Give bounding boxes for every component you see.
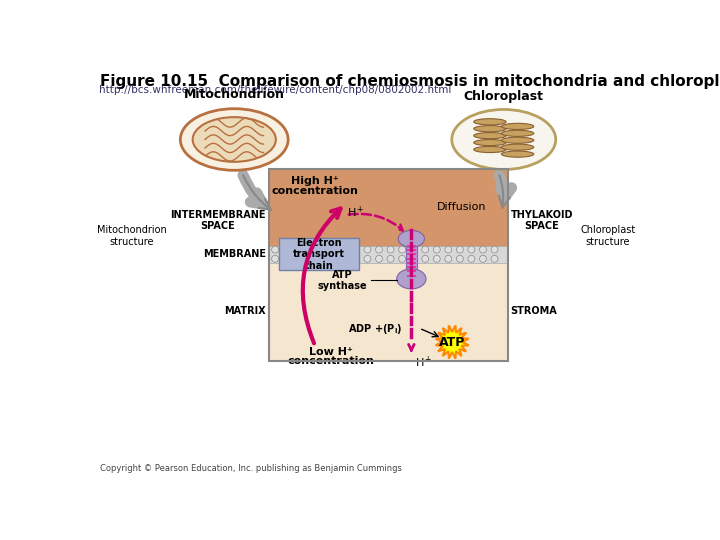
- Circle shape: [271, 246, 279, 253]
- Circle shape: [329, 246, 336, 253]
- Ellipse shape: [193, 117, 276, 162]
- Bar: [407, 253, 416, 255]
- Circle shape: [353, 246, 359, 253]
- Circle shape: [376, 255, 382, 262]
- Ellipse shape: [501, 137, 534, 143]
- Circle shape: [341, 246, 348, 253]
- Circle shape: [399, 255, 405, 262]
- Circle shape: [353, 255, 359, 262]
- Circle shape: [410, 255, 417, 262]
- Text: Diffusion: Diffusion: [437, 202, 486, 212]
- Circle shape: [433, 255, 440, 262]
- Circle shape: [329, 255, 336, 262]
- Circle shape: [283, 255, 290, 262]
- Circle shape: [456, 255, 464, 262]
- Text: MATRIX: MATRIX: [224, 306, 266, 316]
- Bar: [407, 266, 416, 268]
- Bar: [406, 241, 417, 278]
- Circle shape: [318, 246, 325, 253]
- Circle shape: [271, 255, 279, 262]
- Text: Copyright © Pearson Education, Inc. publishing as Benjamin Cummings: Copyright © Pearson Education, Inc. publ…: [99, 464, 401, 473]
- Circle shape: [480, 246, 487, 253]
- Bar: [269, 249, 508, 361]
- Text: ATP
synthase: ATP synthase: [318, 269, 367, 291]
- Text: STROMA: STROMA: [510, 306, 557, 316]
- Circle shape: [318, 255, 325, 262]
- Text: http://bcs.whfreeman.com/thelifewire/content/chp08/0802002.html: http://bcs.whfreeman.com/thelifewire/con…: [99, 85, 452, 95]
- Text: Mitochondrion
structure: Mitochondrion structure: [97, 225, 167, 247]
- Circle shape: [364, 255, 371, 262]
- Bar: [407, 249, 416, 251]
- Polygon shape: [436, 326, 469, 359]
- Ellipse shape: [397, 269, 426, 289]
- Circle shape: [341, 255, 348, 262]
- Circle shape: [422, 255, 428, 262]
- Text: ATP: ATP: [439, 335, 465, 348]
- Bar: [269, 168, 508, 361]
- Ellipse shape: [474, 139, 506, 146]
- Ellipse shape: [501, 123, 534, 130]
- Circle shape: [491, 255, 498, 262]
- Text: High H⁺: High H⁺: [291, 177, 339, 186]
- Ellipse shape: [451, 110, 556, 170]
- Text: Chloroplast: Chloroplast: [464, 90, 544, 103]
- Ellipse shape: [501, 130, 534, 137]
- Ellipse shape: [501, 144, 534, 150]
- Text: Electron
transport
chain: Electron transport chain: [293, 238, 345, 271]
- Text: concentration: concentration: [271, 186, 359, 195]
- Circle shape: [294, 255, 302, 262]
- Circle shape: [445, 246, 451, 253]
- FancyBboxPatch shape: [279, 238, 359, 271]
- Ellipse shape: [474, 119, 506, 125]
- Circle shape: [445, 255, 451, 262]
- Bar: [407, 275, 416, 276]
- Text: H$^+$: H$^+$: [415, 355, 433, 370]
- Text: ADP +$\mathregular{(P_i)}$: ADP +$\mathregular{(P_i)}$: [348, 322, 402, 336]
- Text: THYLAKOID
SPACE: THYLAKOID SPACE: [510, 210, 573, 231]
- Text: Chloroplast
structure: Chloroplast structure: [580, 225, 635, 247]
- Bar: [407, 271, 416, 272]
- Circle shape: [399, 246, 405, 253]
- Circle shape: [283, 246, 290, 253]
- Circle shape: [491, 246, 498, 253]
- Circle shape: [294, 246, 302, 253]
- Text: Figure 10.15  Comparison of chemiosmosis in mitochondria and chloroplasts: Figure 10.15 Comparison of chemiosmosis …: [99, 74, 720, 89]
- Bar: [269, 246, 508, 262]
- Circle shape: [387, 246, 394, 253]
- Circle shape: [306, 255, 313, 262]
- Ellipse shape: [474, 126, 506, 132]
- Ellipse shape: [501, 151, 534, 157]
- Text: H$^+$: H$^+$: [348, 204, 365, 220]
- Circle shape: [387, 255, 394, 262]
- Circle shape: [410, 246, 417, 253]
- Text: MEMBRANE: MEMBRANE: [203, 249, 266, 259]
- Bar: [407, 258, 416, 260]
- Bar: [269, 168, 508, 249]
- Text: Low H⁺: Low H⁺: [309, 347, 352, 357]
- Circle shape: [480, 255, 487, 262]
- Circle shape: [456, 246, 464, 253]
- Ellipse shape: [474, 146, 506, 153]
- Bar: [407, 262, 416, 264]
- Ellipse shape: [474, 132, 506, 139]
- Circle shape: [468, 246, 475, 253]
- Circle shape: [433, 246, 440, 253]
- Circle shape: [364, 246, 371, 253]
- Text: INTERMEMBRANE
SPACE: INTERMEMBRANE SPACE: [171, 210, 266, 231]
- Bar: [407, 245, 416, 247]
- Circle shape: [306, 246, 313, 253]
- Ellipse shape: [398, 231, 425, 247]
- Circle shape: [468, 255, 475, 262]
- Text: Mitochondrion: Mitochondrion: [184, 88, 284, 101]
- Circle shape: [376, 246, 382, 253]
- Circle shape: [422, 246, 428, 253]
- Text: concentration: concentration: [287, 356, 374, 366]
- Ellipse shape: [180, 109, 288, 170]
